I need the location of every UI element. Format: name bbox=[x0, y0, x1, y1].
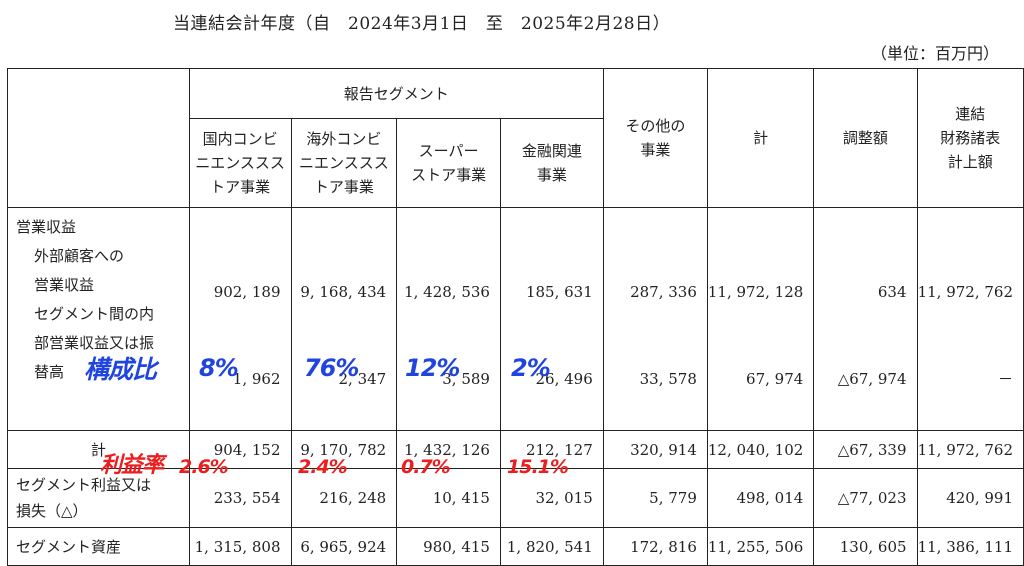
margin-label: 利益率 bbox=[100, 453, 164, 478]
subtotal-label: 計 bbox=[7, 430, 190, 469]
profit-cell: 216, 248 bbox=[290, 468, 398, 528]
subtotal-cell: 9, 170, 782 bbox=[290, 430, 398, 469]
profit-cell: 233, 554 bbox=[188, 468, 292, 528]
subtotal-cell: 12, 040, 102 bbox=[706, 430, 815, 469]
header-segment-superstore: スーパー ストア事業 bbox=[396, 118, 501, 208]
header-other: その他の 事業 bbox=[602, 68, 708, 208]
assets-cell: 980, 415 bbox=[396, 527, 501, 566]
revenue-cell: 185, 631 26, 496 bbox=[499, 207, 604, 431]
composition-annotation: 2% bbox=[511, 354, 551, 382]
profit-cell: 420, 991 bbox=[916, 468, 1024, 528]
revenue-cell: 902, 189 1, 962 bbox=[188, 207, 292, 431]
assets-cell: 6, 965, 924 bbox=[290, 527, 398, 566]
profit-cell: 498, 014 bbox=[706, 468, 815, 528]
assets-cell: 172, 816 bbox=[602, 527, 708, 566]
profit-cell: 10, 415 bbox=[396, 468, 501, 528]
assets-cell: 130, 605 bbox=[813, 527, 918, 566]
header-total: 計 bbox=[706, 68, 815, 208]
assets-label: セグメント資産 bbox=[7, 527, 190, 566]
subtotal-cell: 11, 972, 762 bbox=[916, 430, 1024, 469]
assets-cell: 1, 315, 808 bbox=[188, 527, 292, 566]
profit-cell: 5, 779 bbox=[602, 468, 708, 528]
margin-annotation: 2.6% bbox=[179, 456, 229, 478]
page-title: 当連結会計年度（自 2024年3月1日 至 2025年2月28日） bbox=[173, 14, 671, 34]
assets-cell: 11, 386, 111 bbox=[916, 527, 1024, 566]
header-segment-financial: 金融関連 事業 bbox=[499, 118, 604, 208]
revenue-cell: 11, 972, 128 67, 974 bbox=[706, 207, 815, 431]
margin-annotation: 2.4% bbox=[298, 456, 348, 478]
header-consolidated: 連結 財務諸表 計上額 bbox=[916, 68, 1024, 208]
composition-annotation: 12% bbox=[405, 354, 460, 382]
profit-cell: 32, 015 bbox=[499, 468, 604, 528]
composition-annotation: 76% bbox=[304, 354, 359, 382]
header-segment-overseas-cvs: 海外コンビ ニエンススス トア事業 bbox=[290, 118, 398, 208]
assets-cell: 11, 255, 506 bbox=[706, 527, 815, 566]
operating-revenue-labels: 営業収益 外部顧客への 営業収益 セグメント間の内 部営業収益又は振 替高 bbox=[7, 207, 190, 431]
reportable-segments-header: 報告セグメント bbox=[188, 68, 604, 119]
assets-row: セグメント資産 1, 315, 808 6, 965, 924 980, 415… bbox=[7, 527, 1024, 566]
revenue-cell: 287, 336 33, 578 bbox=[602, 207, 708, 431]
revenue-cell: 11, 972, 762 － bbox=[916, 207, 1024, 431]
composition-annotation: 8% bbox=[199, 354, 239, 382]
subtotal-row: 計 904, 152 9, 170, 782 1, 432, 126 212, … bbox=[7, 430, 1024, 469]
subtotal-cell: 1, 432, 126 bbox=[396, 430, 501, 469]
corner-cell bbox=[7, 68, 190, 208]
assets-cell: 1, 820, 541 bbox=[499, 527, 604, 566]
subtotal-cell: △67, 339 bbox=[813, 430, 918, 469]
unit-label: （単位：百万円） bbox=[870, 44, 999, 63]
subtotal-cell: 212, 127 bbox=[499, 430, 604, 469]
margin-annotation: 0.7% bbox=[401, 456, 451, 478]
revenue-cell: 9, 168, 434 2, 347 bbox=[290, 207, 398, 431]
revenue-cell: 634 △67, 974 bbox=[813, 207, 918, 431]
subtotal-cell: 320, 914 bbox=[602, 430, 708, 469]
profit-cell: △77, 023 bbox=[813, 468, 918, 528]
composition-label: 構成比 bbox=[84, 355, 157, 384]
subtotal-cell: 904, 152 bbox=[188, 430, 292, 469]
segment-table: 報告セグメント その他の 事業 計 調整額 連結 財務諸表 計上額 国内コンビ ニエンス… bbox=[7, 68, 1024, 566]
revenue-cell: 1, 428, 536 3, 589 bbox=[396, 207, 501, 431]
operating-revenue-label: 営業収益 bbox=[16, 218, 77, 236]
header-segment-domestic-cvs: 国内コンビ ニエンススス トア事業 bbox=[188, 118, 292, 208]
profit-row: セグメント利益又は 損失（△） 233, 554 216, 248 10, 415… bbox=[7, 468, 1024, 528]
margin-annotation: 15.1% bbox=[507, 456, 569, 478]
header-adjustment: 調整額 bbox=[813, 68, 918, 208]
